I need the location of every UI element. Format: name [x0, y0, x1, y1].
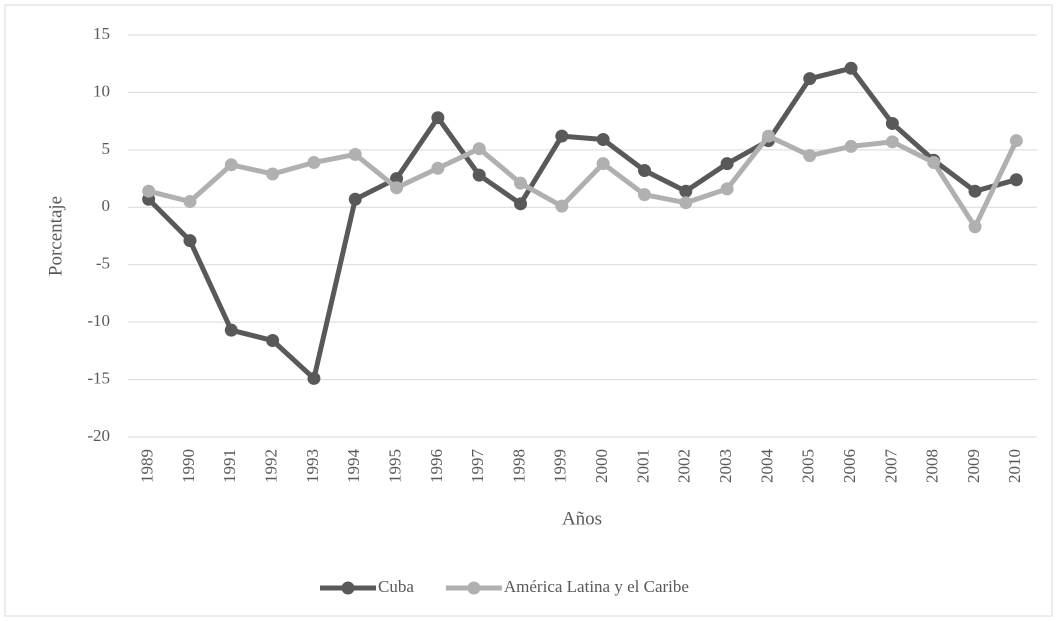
x-tick-label: 2009	[964, 449, 983, 483]
data-point	[637, 164, 651, 178]
x-tick-label: 2002	[675, 449, 694, 483]
data-point	[183, 234, 197, 248]
x-tick-label: 2010	[1005, 449, 1024, 483]
data-point	[555, 129, 569, 143]
x-tick-label: 1998	[509, 449, 528, 483]
legend-label: Cuba	[378, 577, 414, 596]
data-point	[266, 167, 280, 181]
data-point	[307, 155, 321, 169]
x-tick-label: 2005	[799, 449, 818, 483]
x-axis-label: Años	[562, 508, 602, 529]
x-tick-label: 2000	[592, 449, 611, 483]
data-point	[555, 199, 569, 213]
data-point	[1009, 173, 1023, 187]
chart-border	[4, 4, 1053, 617]
data-point	[266, 334, 280, 348]
data-point	[431, 161, 445, 175]
x-tick-label: 1990	[179, 449, 198, 483]
data-point	[348, 192, 362, 206]
data-point	[472, 168, 486, 182]
y-tick-label: -10	[87, 311, 110, 330]
y-tick-label: -15	[87, 368, 110, 387]
data-point	[927, 155, 941, 169]
data-point	[761, 129, 775, 143]
data-point	[968, 184, 982, 198]
y-tick-label: 5	[102, 139, 111, 158]
data-point	[844, 139, 858, 153]
data-point	[720, 157, 734, 171]
data-point	[1009, 134, 1023, 148]
x-tick-label: 1995	[385, 449, 404, 483]
x-tick-label: 2001	[633, 449, 652, 483]
y-tick-label: 10	[93, 81, 110, 100]
data-point	[307, 371, 321, 385]
data-point	[885, 135, 899, 149]
data-point	[514, 176, 528, 190]
x-tick-label: 1993	[303, 449, 322, 483]
legend-label: América Latina y el Caribe	[504, 577, 689, 596]
y-axis-label: Porcentaje	[45, 196, 66, 276]
data-point	[224, 158, 238, 172]
data-point	[390, 172, 404, 186]
data-point	[679, 184, 693, 198]
x-tick-label: 1989	[138, 449, 157, 483]
data-point	[596, 133, 610, 147]
legend-marker	[341, 581, 355, 595]
data-point	[472, 142, 486, 156]
x-tick-label: 2004	[757, 449, 776, 484]
data-point	[224, 323, 238, 337]
y-tick-label: 15	[93, 24, 110, 43]
data-point	[183, 195, 197, 209]
data-point	[348, 147, 362, 161]
x-tick-label: 2003	[716, 449, 735, 483]
data-point	[844, 61, 858, 75]
x-tick-label: 1994	[344, 449, 363, 484]
data-point	[142, 184, 156, 198]
data-point	[431, 111, 445, 125]
series-line	[146, 65, 1018, 381]
x-tick-label: 1992	[262, 449, 281, 483]
y-tick-label: 0	[102, 196, 111, 215]
data-point	[968, 220, 982, 234]
x-tick-label: 1991	[220, 449, 239, 483]
data-point	[803, 72, 817, 86]
x-tick-label: 1996	[427, 449, 446, 483]
legend-marker	[467, 581, 481, 595]
series-line	[148, 133, 1019, 230]
data-point	[514, 197, 528, 211]
data-point	[803, 149, 817, 163]
data-point	[596, 157, 610, 171]
y-tick-label: -20	[87, 426, 110, 445]
x-tick-label: 1999	[551, 449, 570, 483]
x-tick-label: 2008	[923, 449, 942, 483]
data-point	[679, 196, 693, 210]
x-tick-label: 1997	[468, 449, 487, 484]
data-point	[390, 181, 404, 195]
data-point	[637, 188, 651, 202]
x-tick-label: 2007	[881, 449, 900, 484]
y-tick-label: -5	[96, 254, 110, 273]
x-tick-label: 2006	[840, 449, 859, 483]
data-point	[885, 116, 899, 130]
data-point	[720, 182, 734, 196]
